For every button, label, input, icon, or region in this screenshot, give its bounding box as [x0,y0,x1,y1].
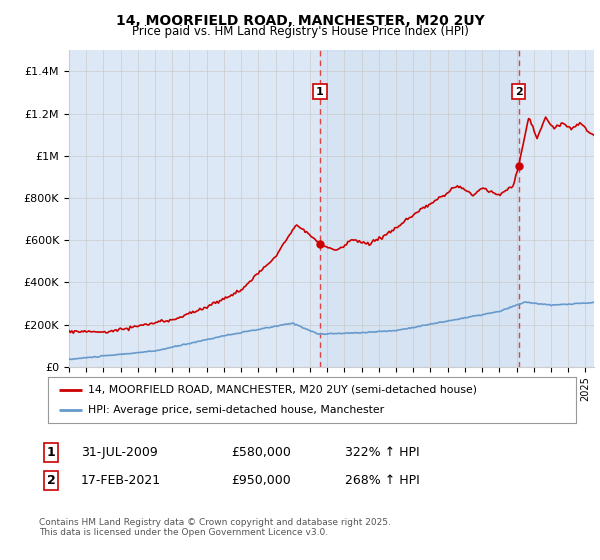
Text: £950,000: £950,000 [231,474,291,487]
Text: Contains HM Land Registry data © Crown copyright and database right 2025.
This d: Contains HM Land Registry data © Crown c… [39,518,391,538]
Text: 31-JUL-2009: 31-JUL-2009 [81,446,158,459]
Text: 14, MOORFIELD ROAD, MANCHESTER, M20 2UY (semi-detached house): 14, MOORFIELD ROAD, MANCHESTER, M20 2UY … [88,385,476,395]
Text: 14, MOORFIELD ROAD, MANCHESTER, M20 2UY: 14, MOORFIELD ROAD, MANCHESTER, M20 2UY [116,14,484,28]
Text: 2: 2 [47,474,55,487]
Text: 268% ↑ HPI: 268% ↑ HPI [345,474,420,487]
Text: £580,000: £580,000 [231,446,291,459]
Text: 1: 1 [47,446,55,459]
Text: 1: 1 [316,87,324,96]
Text: Price paid vs. HM Land Registry's House Price Index (HPI): Price paid vs. HM Land Registry's House … [131,25,469,38]
Text: 17-FEB-2021: 17-FEB-2021 [81,474,161,487]
Bar [320,50,518,367]
Text: 2: 2 [515,87,523,96]
Text: HPI: Average price, semi-detached house, Manchester: HPI: Average price, semi-detached house,… [88,405,384,415]
Text: 322% ↑ HPI: 322% ↑ HPI [345,446,419,459]
